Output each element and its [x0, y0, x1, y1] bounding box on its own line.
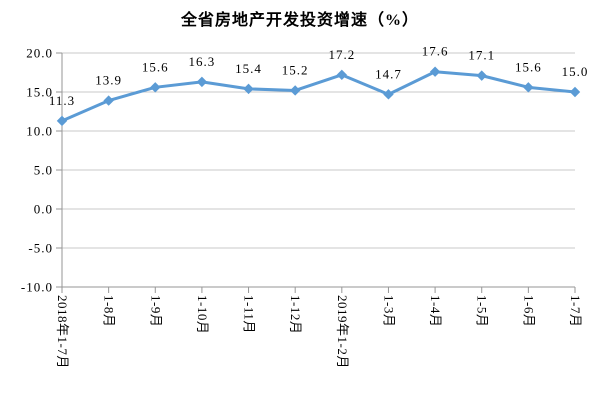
- x-tick-label: 1-5月: [475, 295, 490, 327]
- data-point-marker: [429, 66, 441, 77]
- data-label: 15.6: [515, 59, 542, 74]
- x-tick-label: 1-8月: [102, 295, 117, 327]
- data-label: 15.0: [562, 64, 589, 79]
- x-tick-label: 2018年1-7月: [55, 295, 70, 369]
- data-point-marker: [289, 85, 301, 96]
- x-tick-label: 1-9月: [148, 295, 163, 327]
- data-point-marker: [383, 89, 394, 100]
- x-tick-label: 1-3月: [381, 295, 396, 327]
- data-point-marker: [243, 83, 254, 95]
- data-label: 17.6: [422, 44, 449, 59]
- x-tick-label: 1-11月: [242, 295, 257, 334]
- x-tick-label: 2019年1-2月: [335, 295, 350, 369]
- data-label: 15.4: [235, 61, 262, 76]
- y-tick-label: -5.0: [28, 241, 53, 256]
- data-point-marker: [476, 70, 487, 81]
- y-tick-label: 10.0: [26, 124, 53, 139]
- series-line: [60, 70, 577, 123]
- y-tick-label: -10.0: [21, 280, 53, 295]
- data-point-marker: [523, 82, 534, 93]
- data-label: 14.7: [375, 66, 402, 81]
- data-point-marker: [336, 69, 348, 81]
- x-tick-label: 1-4月: [428, 295, 443, 327]
- data-point-marker: [569, 86, 581, 98]
- x-tick-label: 1-12月: [288, 295, 303, 334]
- y-tick-label: 20.0: [26, 46, 53, 61]
- y-tick-label: 0.0: [34, 202, 53, 217]
- y-tick-label: 15.0: [26, 85, 53, 100]
- chart-title: 全省房地产开发投资增速（%）: [180, 12, 419, 29]
- data-label: 17.2: [328, 47, 355, 62]
- data-label: 17.1: [468, 48, 495, 63]
- data-label: 11.3: [49, 93, 75, 108]
- data-label: 13.9: [95, 73, 122, 88]
- y-tick-label: 5.0: [34, 163, 53, 178]
- data-label: 16.3: [189, 54, 216, 69]
- x-tick-label: 1-7月: [568, 295, 583, 327]
- data-point-marker: [150, 82, 161, 93]
- data-label: 15.6: [142, 59, 169, 74]
- data-label: 15.2: [282, 62, 309, 77]
- data-point-marker: [56, 115, 68, 127]
- x-tick-label: 1-6月: [521, 295, 536, 327]
- data-point-marker: [103, 95, 114, 106]
- data-point-marker: [196, 76, 208, 88]
- x-tick-label: 1-10月: [195, 295, 210, 334]
